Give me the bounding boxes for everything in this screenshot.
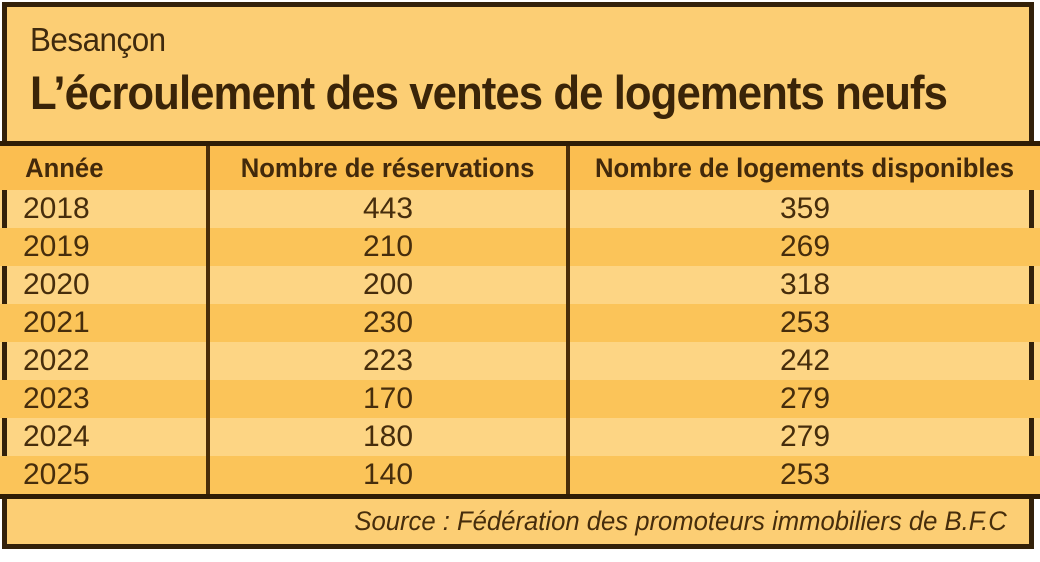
table-header-row: Année Nombre de réservations Nombre de l… — [0, 146, 1040, 190]
kicker-city: Besançon — [30, 21, 166, 58]
column-header-year: Année — [0, 153, 206, 184]
cell-available: 253 — [779, 306, 831, 339]
column-header-reservations: Nombre de réservations — [206, 153, 570, 184]
table-row: 2020 200 318 — [0, 266, 1040, 304]
cell-reservations: 443 — [362, 192, 414, 225]
cell-year: 2019 — [23, 230, 90, 263]
table-row: 2021 230 253 — [0, 304, 1040, 342]
cell-reservations: 180 — [362, 420, 414, 453]
table-row: 2024 180 279 — [0, 418, 1040, 456]
cell-year: 2023 — [23, 382, 90, 415]
cell-available: 253 — [779, 458, 831, 491]
column-header-year-label: Année — [25, 152, 104, 183]
cell-reservations: 170 — [362, 382, 414, 415]
cell-available: 318 — [779, 268, 831, 301]
cell-year: 2018 — [23, 192, 90, 225]
title-block: Besançon L’écroulement des ventes de log… — [2, 2, 1034, 141]
cell-year: 2025 — [23, 458, 90, 491]
table-body: 2018 443 359 2019 210 269 2020 200 318 2… — [0, 190, 1040, 494]
cell-available: 279 — [779, 382, 831, 415]
cell-available: 269 — [779, 230, 831, 263]
table-row: 2022 223 242 — [0, 342, 1040, 380]
divider-bottom — [0, 494, 1040, 499]
divider-top — [0, 141, 1040, 146]
cell-reservations: 230 — [362, 306, 414, 339]
data-table: Année Nombre de réservations Nombre de l… — [0, 146, 1040, 494]
cell-year: 2022 — [23, 344, 90, 377]
table-row: 2023 170 279 — [0, 380, 1040, 418]
cell-year: 2020 — [23, 268, 90, 301]
page-title: L’écroulement des ventes de logements ne… — [30, 66, 948, 119]
cell-available: 359 — [779, 192, 831, 225]
column-divider-1 — [206, 146, 210, 494]
cell-available: 279 — [779, 420, 831, 453]
cell-reservations: 223 — [362, 344, 414, 377]
cell-reservations: 140 — [362, 458, 414, 491]
cell-year: 2024 — [23, 420, 90, 453]
column-header-available: Nombre de logements disponibles — [570, 153, 1040, 184]
source-band: Source : Fédération des promoteurs immob… — [2, 499, 1034, 549]
cell-reservations: 210 — [362, 230, 414, 263]
table-row: 2018 443 359 — [0, 190, 1040, 228]
cell-year: 2021 — [23, 306, 90, 339]
column-divider-2 — [566, 146, 570, 494]
column-header-reservations-label: Nombre de réservations — [241, 152, 535, 183]
source-credit: Source : Fédération des promoteurs immob… — [354, 506, 1007, 536]
cell-reservations: 200 — [362, 268, 414, 301]
column-header-available-label: Nombre de logements disponibles — [595, 152, 1015, 183]
cell-available: 242 — [779, 344, 831, 377]
table-row: 2025 140 253 — [0, 456, 1040, 494]
table-row: 2019 210 269 — [0, 228, 1040, 266]
